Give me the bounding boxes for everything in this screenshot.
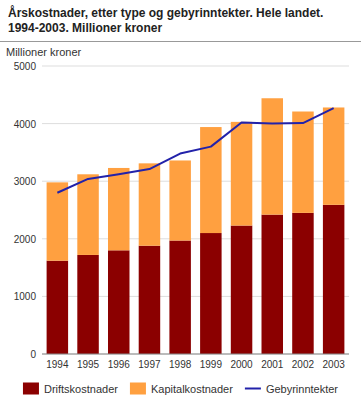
bar — [139, 163, 160, 245]
line — [57, 108, 333, 193]
bar — [231, 226, 252, 354]
x-tick-label: 2002 — [292, 359, 315, 370]
bar — [262, 215, 283, 354]
marks — [47, 98, 345, 354]
x-tick-label: 2003 — [323, 359, 346, 370]
header: Årskostnader, etter type og gebyrinntekt… — [0, 0, 361, 42]
bar — [292, 213, 313, 354]
bar — [323, 107, 344, 204]
title: Årskostnader, etter type og gebyrinntekt… — [8, 6, 353, 21]
bar — [77, 255, 98, 354]
x-tick-label: 1994 — [46, 359, 69, 370]
bar — [292, 112, 313, 213]
bar — [262, 98, 283, 214]
y-tick-label: 3000 — [14, 176, 37, 187]
bar — [169, 241, 190, 354]
y-tick-label: 5000 — [14, 61, 37, 72]
x-tick-label: 2001 — [261, 359, 284, 370]
grid-line — [42, 354, 349, 355]
legend-item: Kapitalkostnader — [130, 383, 233, 395]
y-axis-label: Millioner kroner — [6, 46, 82, 58]
legend-swatch — [130, 383, 146, 395]
legend-swatch — [23, 383, 39, 395]
bar — [108, 168, 129, 250]
y-tick-label: 2000 — [14, 234, 37, 245]
y-tick-label: 0 — [30, 349, 36, 360]
bar — [47, 261, 68, 354]
x-tick-label: 1995 — [77, 359, 100, 370]
legend-label: Gebyrinntekter — [266, 383, 338, 395]
bar — [77, 174, 98, 255]
bar — [47, 182, 68, 260]
legend-item: Gebyrinntekter — [245, 383, 338, 395]
x-tick-label: 1997 — [138, 359, 161, 370]
y-tick-label: 1000 — [14, 291, 37, 302]
bar — [108, 250, 129, 354]
legend-item: Driftskostnader — [23, 383, 118, 395]
bar — [169, 160, 190, 240]
chart: Driftskostnader Kapitalkostnader Gebyrinnt… — [0, 42, 361, 401]
grid-line — [42, 66, 349, 67]
bar — [200, 233, 221, 354]
y-tick-label: 4000 — [14, 119, 37, 130]
bar — [323, 205, 344, 354]
legend-swatch — [245, 388, 261, 390]
legend-label: Driftskostnader — [44, 383, 118, 395]
x-tick-label: 2000 — [230, 359, 253, 370]
grid — [42, 66, 349, 354]
subtitle: 1994-2003. Millioner kroner — [8, 21, 353, 36]
bar — [231, 122, 252, 226]
x-tick-label: 1996 — [108, 359, 131, 370]
legend: Driftskostnader Kapitalkostnader Gebyrinnt… — [23, 383, 338, 395]
x-tick-label: 1999 — [200, 359, 223, 370]
bar — [139, 246, 160, 354]
bar — [200, 127, 221, 233]
x-tick-label: 1998 — [169, 359, 192, 370]
x-axis — [42, 354, 349, 355]
legend-label: Kapitalkostnader — [151, 383, 233, 395]
